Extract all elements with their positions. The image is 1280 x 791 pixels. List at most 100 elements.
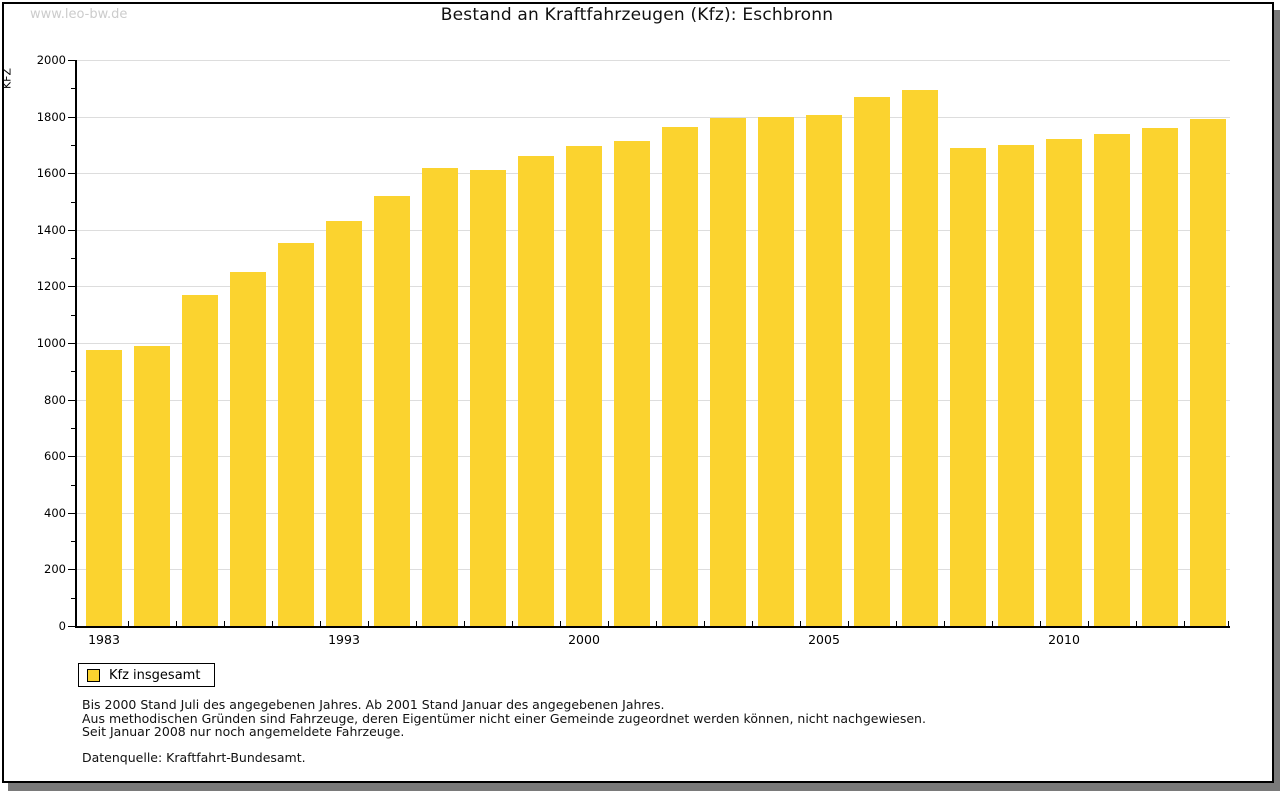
- x-axis-tick-label: 1983: [88, 632, 120, 647]
- gridline-1200: [77, 286, 1230, 287]
- x-axis-tick: [512, 621, 513, 626]
- x-axis-tick-label: 2000: [568, 632, 600, 647]
- y-axis-minor-tick: [71, 258, 75, 259]
- y-axis-minor-tick: [71, 541, 75, 542]
- bar-1995: [374, 196, 410, 626]
- footnotes: Bis 2000 Stand Juli des angegebenen Jahr…: [82, 698, 926, 739]
- bar-2010: [1046, 139, 1082, 626]
- bar-1985: [134, 346, 170, 626]
- x-axis-tick-label: 2005: [808, 632, 840, 647]
- y-axis-tick-label: 1200: [36, 279, 66, 293]
- gridline-2000: [77, 60, 1230, 61]
- bar-2001: [614, 141, 650, 626]
- x-axis-tick: [1184, 621, 1185, 626]
- y-axis-tick-label: 400: [44, 506, 66, 520]
- footnote-line: Bis 2000 Stand Juli des angegebenen Jahr…: [82, 697, 665, 712]
- bar-2000: [566, 146, 602, 626]
- bar-2013: [1190, 119, 1226, 626]
- y-axis-line: [75, 60, 77, 628]
- y-axis-major-tick: [68, 569, 75, 570]
- bar-2009: [998, 145, 1034, 626]
- x-axis-tick: [896, 621, 897, 626]
- y-axis-tick-label: 200: [44, 562, 66, 576]
- y-axis-minor-tick: [71, 371, 75, 372]
- y-axis-tick-label: 600: [44, 449, 66, 463]
- gridline-200: [77, 569, 1230, 570]
- bar-2002: [662, 127, 698, 626]
- bar-2006: [854, 97, 890, 626]
- x-axis-tick: [800, 621, 801, 626]
- x-axis-tick: [464, 621, 465, 626]
- bar-2008: [950, 148, 986, 626]
- y-axis-tick-label: 1600: [36, 166, 66, 180]
- x-axis-tick: [944, 621, 945, 626]
- gridline-800: [77, 400, 1230, 401]
- footnote-line: Aus methodischen Gründen sind Fahrzeuge,…: [82, 710, 926, 726]
- gridline-600: [77, 456, 1230, 457]
- x-axis-tick: [1040, 621, 1041, 626]
- y-axis-major-tick: [68, 400, 75, 401]
- legend: Kfz insgesamt: [78, 663, 216, 687]
- gridline-1000: [77, 343, 1230, 344]
- y-axis-tick-label: 2000: [36, 53, 66, 67]
- gridline-400: [77, 513, 1230, 514]
- x-axis-tick: [848, 621, 849, 626]
- bar-1993: [326, 221, 362, 626]
- x-axis-tick: [368, 621, 369, 626]
- y-axis-major-tick: [68, 173, 75, 174]
- bar-2004: [758, 117, 794, 626]
- y-axis-major-tick: [68, 117, 75, 118]
- bar-1991: [278, 243, 314, 626]
- x-axis-tick: [416, 621, 417, 626]
- x-axis-tick: [992, 621, 993, 626]
- y-axis-minor-tick: [71, 88, 75, 89]
- bar-1983: [86, 350, 122, 626]
- y-axis-minor-tick: [71, 598, 75, 599]
- y-axis-tick-label: 1400: [36, 223, 66, 237]
- x-axis-tick: [128, 621, 129, 626]
- y-axis-minor-tick: [71, 428, 75, 429]
- x-axis-tick-label: 1993: [328, 632, 360, 647]
- y-axis-minor-tick: [71, 485, 75, 486]
- x-axis-tick-label: 2010: [1048, 632, 1080, 647]
- x-axis-tick: [176, 621, 177, 626]
- x-axis-tick: [560, 621, 561, 626]
- y-axis-major-tick: [68, 513, 75, 514]
- y-axis-tick-label: 0: [58, 619, 66, 633]
- x-axis-tick: [608, 621, 609, 626]
- gridline-1600: [77, 173, 1230, 174]
- legend-label: Kfz insgesamt: [109, 667, 201, 683]
- y-axis-minor-tick: [71, 202, 75, 203]
- y-axis-major-tick: [68, 60, 75, 61]
- bar-2011: [1094, 134, 1130, 626]
- bar-2007: [902, 90, 938, 626]
- y-axis-major-tick: [68, 626, 75, 627]
- bar-2003: [710, 118, 746, 626]
- x-axis-tick: [1088, 621, 1089, 626]
- x-axis-tick: [1228, 621, 1229, 626]
- x-axis-line: [75, 626, 1230, 628]
- y-axis-title: KFZ: [0, 67, 14, 90]
- y-axis-major-tick: [68, 456, 75, 457]
- bar-1987: [182, 295, 218, 626]
- bar-1997: [422, 168, 458, 626]
- y-axis-major-tick: [68, 343, 75, 344]
- gridline-1800: [77, 117, 1230, 118]
- y-axis-minor-tick: [71, 315, 75, 316]
- y-axis-minor-tick: [71, 145, 75, 146]
- x-axis-tick: [752, 621, 753, 626]
- footnote-line: Seit Januar 2008 nur noch angemeldete Fa…: [82, 724, 405, 740]
- y-axis-tick-label: 800: [44, 393, 66, 407]
- bar-1999: [518, 156, 554, 626]
- data-source: Datenquelle: Kraftfahrt-Bundesamt.: [82, 750, 306, 765]
- y-axis-tick-label: 1000: [36, 336, 66, 350]
- y-axis-major-tick: [68, 230, 75, 231]
- gridline-1400: [77, 230, 1230, 231]
- x-axis-tick: [272, 621, 273, 626]
- x-axis-tick: [704, 621, 705, 626]
- watermark: www.leo-bw.de: [30, 7, 128, 22]
- x-axis-tick: [1136, 621, 1137, 626]
- chart-title: Bestand an Kraftfahrzeugen (Kfz): Eschbr…: [440, 5, 834, 25]
- bar-1998: [470, 170, 506, 626]
